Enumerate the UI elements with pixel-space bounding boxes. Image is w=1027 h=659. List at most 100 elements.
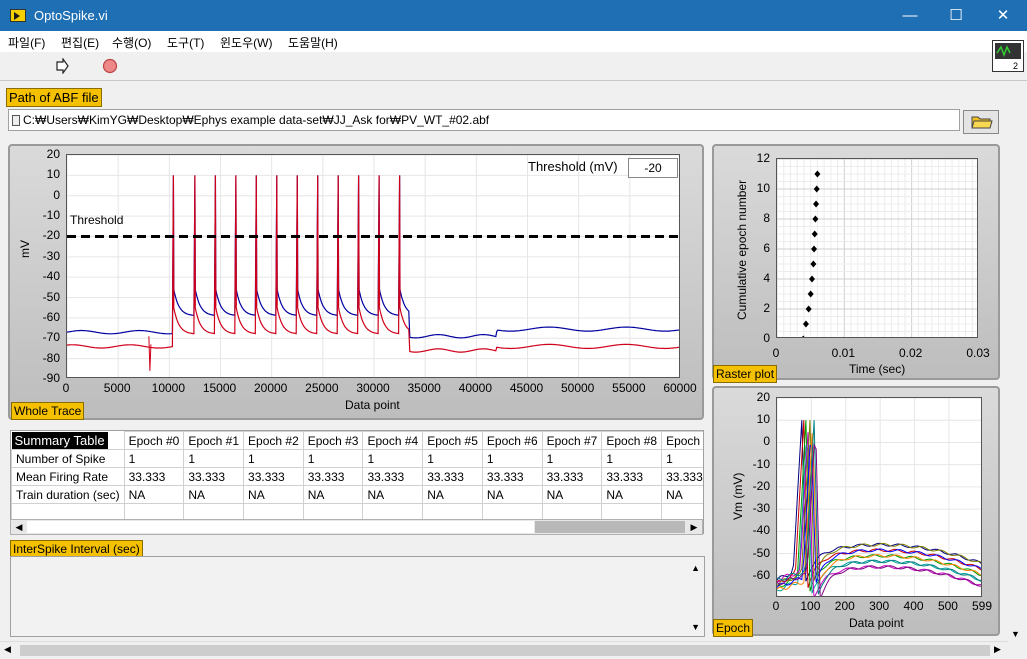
table-cell[interactable]: 33.333 bbox=[243, 467, 304, 486]
hscroll-right-icon[interactable]: ▶ bbox=[994, 644, 1001, 654]
table-cell[interactable]: 33.333 bbox=[123, 467, 185, 486]
table-cell[interactable]: 1 bbox=[302, 449, 364, 468]
hscroll-left-icon[interactable]: ◀ bbox=[4, 644, 11, 654]
whole-ytick: -90 bbox=[42, 371, 60, 385]
abort-stop-icon[interactable] bbox=[102, 58, 118, 74]
epoch-ytick: -50 bbox=[752, 545, 770, 560]
menu-file[interactable]: 파일(F) bbox=[8, 36, 46, 50]
table-cell[interactable]: NA bbox=[661, 485, 703, 504]
raster-point bbox=[811, 245, 818, 253]
isi-array-display[interactable]: ▲ ▼ bbox=[10, 556, 705, 637]
menu-window[interactable]: 윈도우(W) bbox=[220, 36, 273, 50]
summary-table[interactable]: Summary Table Epoch #0 Epoch #1 Epoch #2 Epo… bbox=[10, 430, 704, 534]
table-cell[interactable]: NA bbox=[422, 485, 483, 504]
svg-text:2: 2 bbox=[1013, 61, 1018, 71]
table-cell[interactable]: NA bbox=[541, 485, 603, 504]
whole-ytick: -60 bbox=[42, 309, 60, 324]
raster-ytick: 8 bbox=[763, 211, 770, 225]
raster-point bbox=[813, 200, 820, 208]
table-cell[interactable]: NA bbox=[243, 485, 304, 504]
table-cell[interactable]: 1 bbox=[601, 449, 663, 468]
whole-xtick: 5000 bbox=[103, 381, 131, 395]
whole-xtick: 35000 bbox=[407, 381, 441, 395]
table-cell[interactable]: NA bbox=[362, 485, 424, 504]
table-cell[interactable]: 33.333 bbox=[481, 467, 543, 486]
scroll-track[interactable] bbox=[27, 521, 534, 533]
raster-ytick: 0 bbox=[763, 331, 770, 345]
scroll-right-arrow-icon[interactable]: ▶ bbox=[690, 522, 698, 532]
whole-trace-label: Whole Trace bbox=[11, 402, 85, 420]
epoch-xtick: 200 bbox=[834, 599, 855, 613]
table-cell[interactable]: NA bbox=[183, 485, 245, 504]
whole-ytick: -80 bbox=[42, 350, 60, 365]
epoch-plot-area[interactable] bbox=[776, 397, 982, 597]
close-button[interactable]: ✕ bbox=[996, 7, 1010, 24]
summary-table-label: Summary Table bbox=[11, 431, 108, 449]
vscroll-down-icon[interactable]: ▼ bbox=[1011, 629, 1020, 639]
hscroll-thumb[interactable] bbox=[20, 645, 990, 656]
column-header: Epoch #2 bbox=[243, 431, 304, 450]
menu-tools[interactable]: 도구(T) bbox=[167, 36, 205, 50]
maximize-button[interactable]: ☐ bbox=[949, 7, 963, 24]
table-cell[interactable]: 1 bbox=[661, 449, 703, 468]
whole-ytick: -40 bbox=[42, 269, 60, 284]
column-header: Epoch #9 bbox=[661, 431, 703, 450]
menu-edit[interactable]: 편집(E) bbox=[61, 36, 100, 50]
table-cell[interactable]: 33.333 bbox=[302, 467, 364, 486]
epoch-ytick: -10 bbox=[752, 456, 770, 471]
table-cell[interactable]: NA bbox=[302, 485, 364, 504]
raster-point bbox=[802, 320, 809, 328]
epoch-xlabel: Data point bbox=[849, 616, 904, 630]
vi-connector-icon: 2 bbox=[992, 40, 1024, 72]
raster-xtick: 0.02 bbox=[898, 346, 923, 360]
whole-artifact bbox=[148, 336, 152, 371]
table-cell[interactable]: 33.333 bbox=[661, 467, 703, 486]
raster-plot-area[interactable] bbox=[776, 158, 978, 338]
table-cell[interactable]: NA bbox=[123, 485, 185, 504]
table-cell[interactable]: NA bbox=[601, 485, 663, 504]
window-vertical-scrollbar[interactable]: ▼ bbox=[1008, 81, 1026, 641]
row-header: Number of Spike bbox=[11, 449, 125, 468]
table-cell[interactable]: 1 bbox=[541, 449, 603, 468]
minimize-button[interactable]: — bbox=[902, 7, 918, 24]
epoch-ytick: -60 bbox=[752, 567, 770, 582]
isi-scroll-up-icon[interactable]: ▲ bbox=[691, 563, 700, 573]
whole-xtick: 40000 bbox=[458, 381, 493, 395]
whole-ytick: -50 bbox=[42, 289, 60, 304]
whole-xtick: 60000 bbox=[663, 381, 697, 395]
whole-trace-plot-area[interactable] bbox=[66, 154, 680, 378]
table-cell[interactable]: 1 bbox=[481, 449, 543, 468]
table-cell[interactable]: 33.333 bbox=[422, 467, 483, 486]
whole-trace-ylabel: mV bbox=[18, 240, 32, 258]
table-cell[interactable]: 33.333 bbox=[183, 467, 245, 486]
raster-xtick: 0.01 bbox=[831, 346, 856, 360]
scroll-thumb[interactable] bbox=[535, 521, 685, 533]
table-cell[interactable]: 1 bbox=[362, 449, 424, 468]
table-cell[interactable]: 1 bbox=[183, 449, 245, 468]
raster-point bbox=[801, 335, 805, 337]
run-arrow-icon[interactable] bbox=[55, 58, 69, 74]
summary-table-scrollbar[interactable]: ◀ ▶ bbox=[10, 519, 703, 535]
menu-operate[interactable]: 수행(O) bbox=[112, 36, 152, 50]
epoch-ytick: -30 bbox=[752, 501, 770, 516]
table-row: Number of Spike 1 1 1 1 1 1 1 1 1 1 bbox=[11, 449, 703, 468]
table-cell[interactable]: 33.333 bbox=[541, 467, 603, 486]
menu-help[interactable]: 도움말(H) bbox=[288, 36, 338, 50]
threshold-input[interactable]: -20 bbox=[628, 158, 678, 178]
table-cell[interactable]: 1 bbox=[123, 449, 185, 468]
window-horizontal-scrollbar[interactable]: ◀ ▶ bbox=[0, 641, 1008, 659]
abf-path-input[interactable]: C:₩Users₩KimYG₩Desktop₩Ephys example dat… bbox=[8, 109, 960, 131]
browse-folder-button[interactable] bbox=[963, 110, 999, 134]
table-cell[interactable]: NA bbox=[481, 485, 543, 504]
summary-table-grid: Summary Table Epoch #0 Epoch #1 Epoch #2 Epo… bbox=[11, 431, 703, 522]
raster-ytick: 2 bbox=[763, 301, 770, 315]
isi-scroll-down-icon[interactable]: ▼ bbox=[691, 622, 700, 632]
isi-label: InterSpike Interval (sec) bbox=[10, 540, 143, 558]
table-cell[interactable]: 33.333 bbox=[362, 467, 424, 486]
table-cell[interactable]: 33.333 bbox=[601, 467, 663, 486]
table-cell[interactable]: 1 bbox=[422, 449, 483, 468]
table-cell[interactable]: 1 bbox=[243, 449, 304, 468]
scroll-left-arrow-icon[interactable]: ◀ bbox=[15, 522, 23, 532]
whole-xtick: 0 bbox=[62, 381, 70, 395]
whole-ytick: -20 bbox=[42, 228, 60, 243]
